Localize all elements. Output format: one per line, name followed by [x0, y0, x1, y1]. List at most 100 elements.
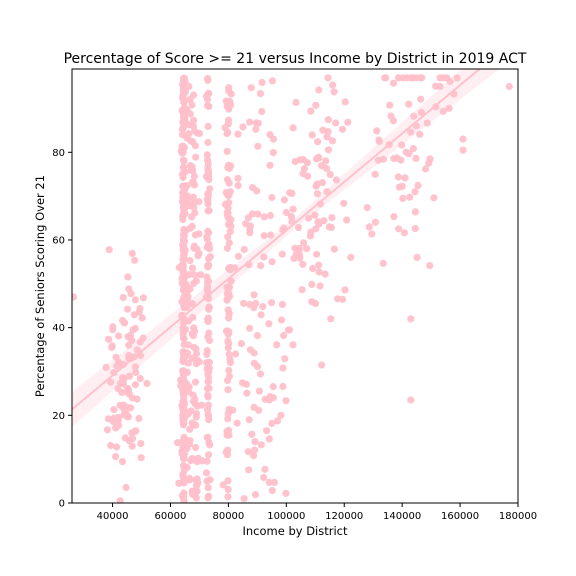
- data-point: [137, 440, 145, 448]
- data-point: [110, 369, 118, 377]
- data-point: [225, 350, 233, 358]
- data-point: [223, 147, 231, 155]
- data-point: [105, 335, 113, 343]
- data-point: [204, 393, 212, 401]
- data-point: [243, 389, 251, 397]
- data-point: [269, 383, 277, 391]
- data-point: [107, 378, 115, 386]
- data-point: [204, 102, 212, 110]
- data-point: [224, 211, 232, 220]
- data-point: [103, 426, 111, 434]
- y-axis-ticks: 0 20 40 60 80: [52, 148, 72, 510]
- data-point: [179, 473, 187, 482]
- data-point: [105, 246, 113, 254]
- data-point: [246, 346, 255, 354]
- data-point: [232, 350, 240, 358]
- data-point: [202, 359, 211, 367]
- data-point: [413, 253, 421, 261]
- data-point: [204, 76, 212, 84]
- data-point: [104, 415, 112, 423]
- data-point: [193, 487, 201, 495]
- data-point: [313, 190, 322, 198]
- data-point: [389, 79, 398, 87]
- data-point: [256, 90, 265, 98]
- data-point: [432, 82, 440, 90]
- data-point: [226, 228, 234, 236]
- data-point: [386, 101, 394, 109]
- data-point: [260, 473, 268, 482]
- data-point: [224, 116, 233, 124]
- data-point: [188, 213, 196, 221]
- data-point: [203, 350, 211, 358]
- data-point: [414, 181, 422, 189]
- data-point: [125, 285, 133, 293]
- data-point: [254, 363, 262, 371]
- data-point: [206, 476, 214, 484]
- data-point: [193, 475, 201, 483]
- data-point: [188, 222, 196, 230]
- data-point: [270, 478, 279, 486]
- data-point: [244, 448, 252, 456]
- data-point: [246, 300, 254, 309]
- data-point: [250, 403, 258, 411]
- data-point: [260, 253, 268, 261]
- data-point: [179, 241, 187, 249]
- data-point: [328, 137, 337, 145]
- data-point: [135, 414, 143, 423]
- data-point: [114, 416, 122, 424]
- data-point: [343, 216, 351, 224]
- data-point: [178, 131, 187, 139]
- data-point: [72, 293, 77, 301]
- data-point: [192, 443, 200, 452]
- data-point: [315, 86, 323, 94]
- data-point: [289, 341, 297, 349]
- data-point: [233, 419, 241, 427]
- data-point: [113, 443, 121, 451]
- data-point: [278, 250, 286, 258]
- data-point: [280, 196, 288, 204]
- data-point: [173, 439, 182, 447]
- data-point: [405, 150, 413, 158]
- data-point: [179, 163, 187, 171]
- data-point: [260, 232, 268, 240]
- data-point: [257, 441, 265, 449]
- data-point: [136, 375, 144, 383]
- data-point: [234, 130, 242, 138]
- data-point: [268, 77, 276, 85]
- data-point: [416, 130, 424, 138]
- data-point: [371, 170, 379, 178]
- data-point: [300, 239, 308, 247]
- y-tick-label: 80: [52, 148, 65, 159]
- data-point: [189, 193, 197, 201]
- data-point: [284, 326, 292, 334]
- data-point: [224, 410, 232, 418]
- x-tick-label: 160000: [441, 511, 479, 522]
- data-point: [411, 188, 419, 196]
- data-point: [225, 314, 233, 322]
- data-point: [184, 383, 193, 391]
- data-point: [123, 403, 131, 411]
- data-point: [181, 272, 189, 280]
- data-point: [453, 74, 461, 82]
- data-point: [371, 218, 380, 226]
- data-point: [180, 393, 188, 401]
- data-point: [308, 280, 316, 288]
- data-point: [323, 188, 331, 196]
- data-point: [205, 240, 213, 248]
- data-point: [179, 256, 187, 264]
- data-point: [191, 327, 199, 335]
- data-point: [344, 118, 352, 126]
- data-point: [251, 491, 260, 499]
- data-point: [192, 349, 201, 358]
- data-point: [185, 82, 193, 90]
- data-point: [124, 413, 132, 421]
- data-point: [399, 194, 407, 202]
- data-point: [204, 278, 212, 286]
- data-point: [273, 417, 282, 425]
- data-point: [289, 205, 297, 213]
- data-point: [409, 145, 417, 153]
- data-point: [179, 286, 187, 294]
- data-point: [324, 74, 332, 82]
- data-point: [116, 497, 124, 503]
- data-point: [322, 157, 330, 165]
